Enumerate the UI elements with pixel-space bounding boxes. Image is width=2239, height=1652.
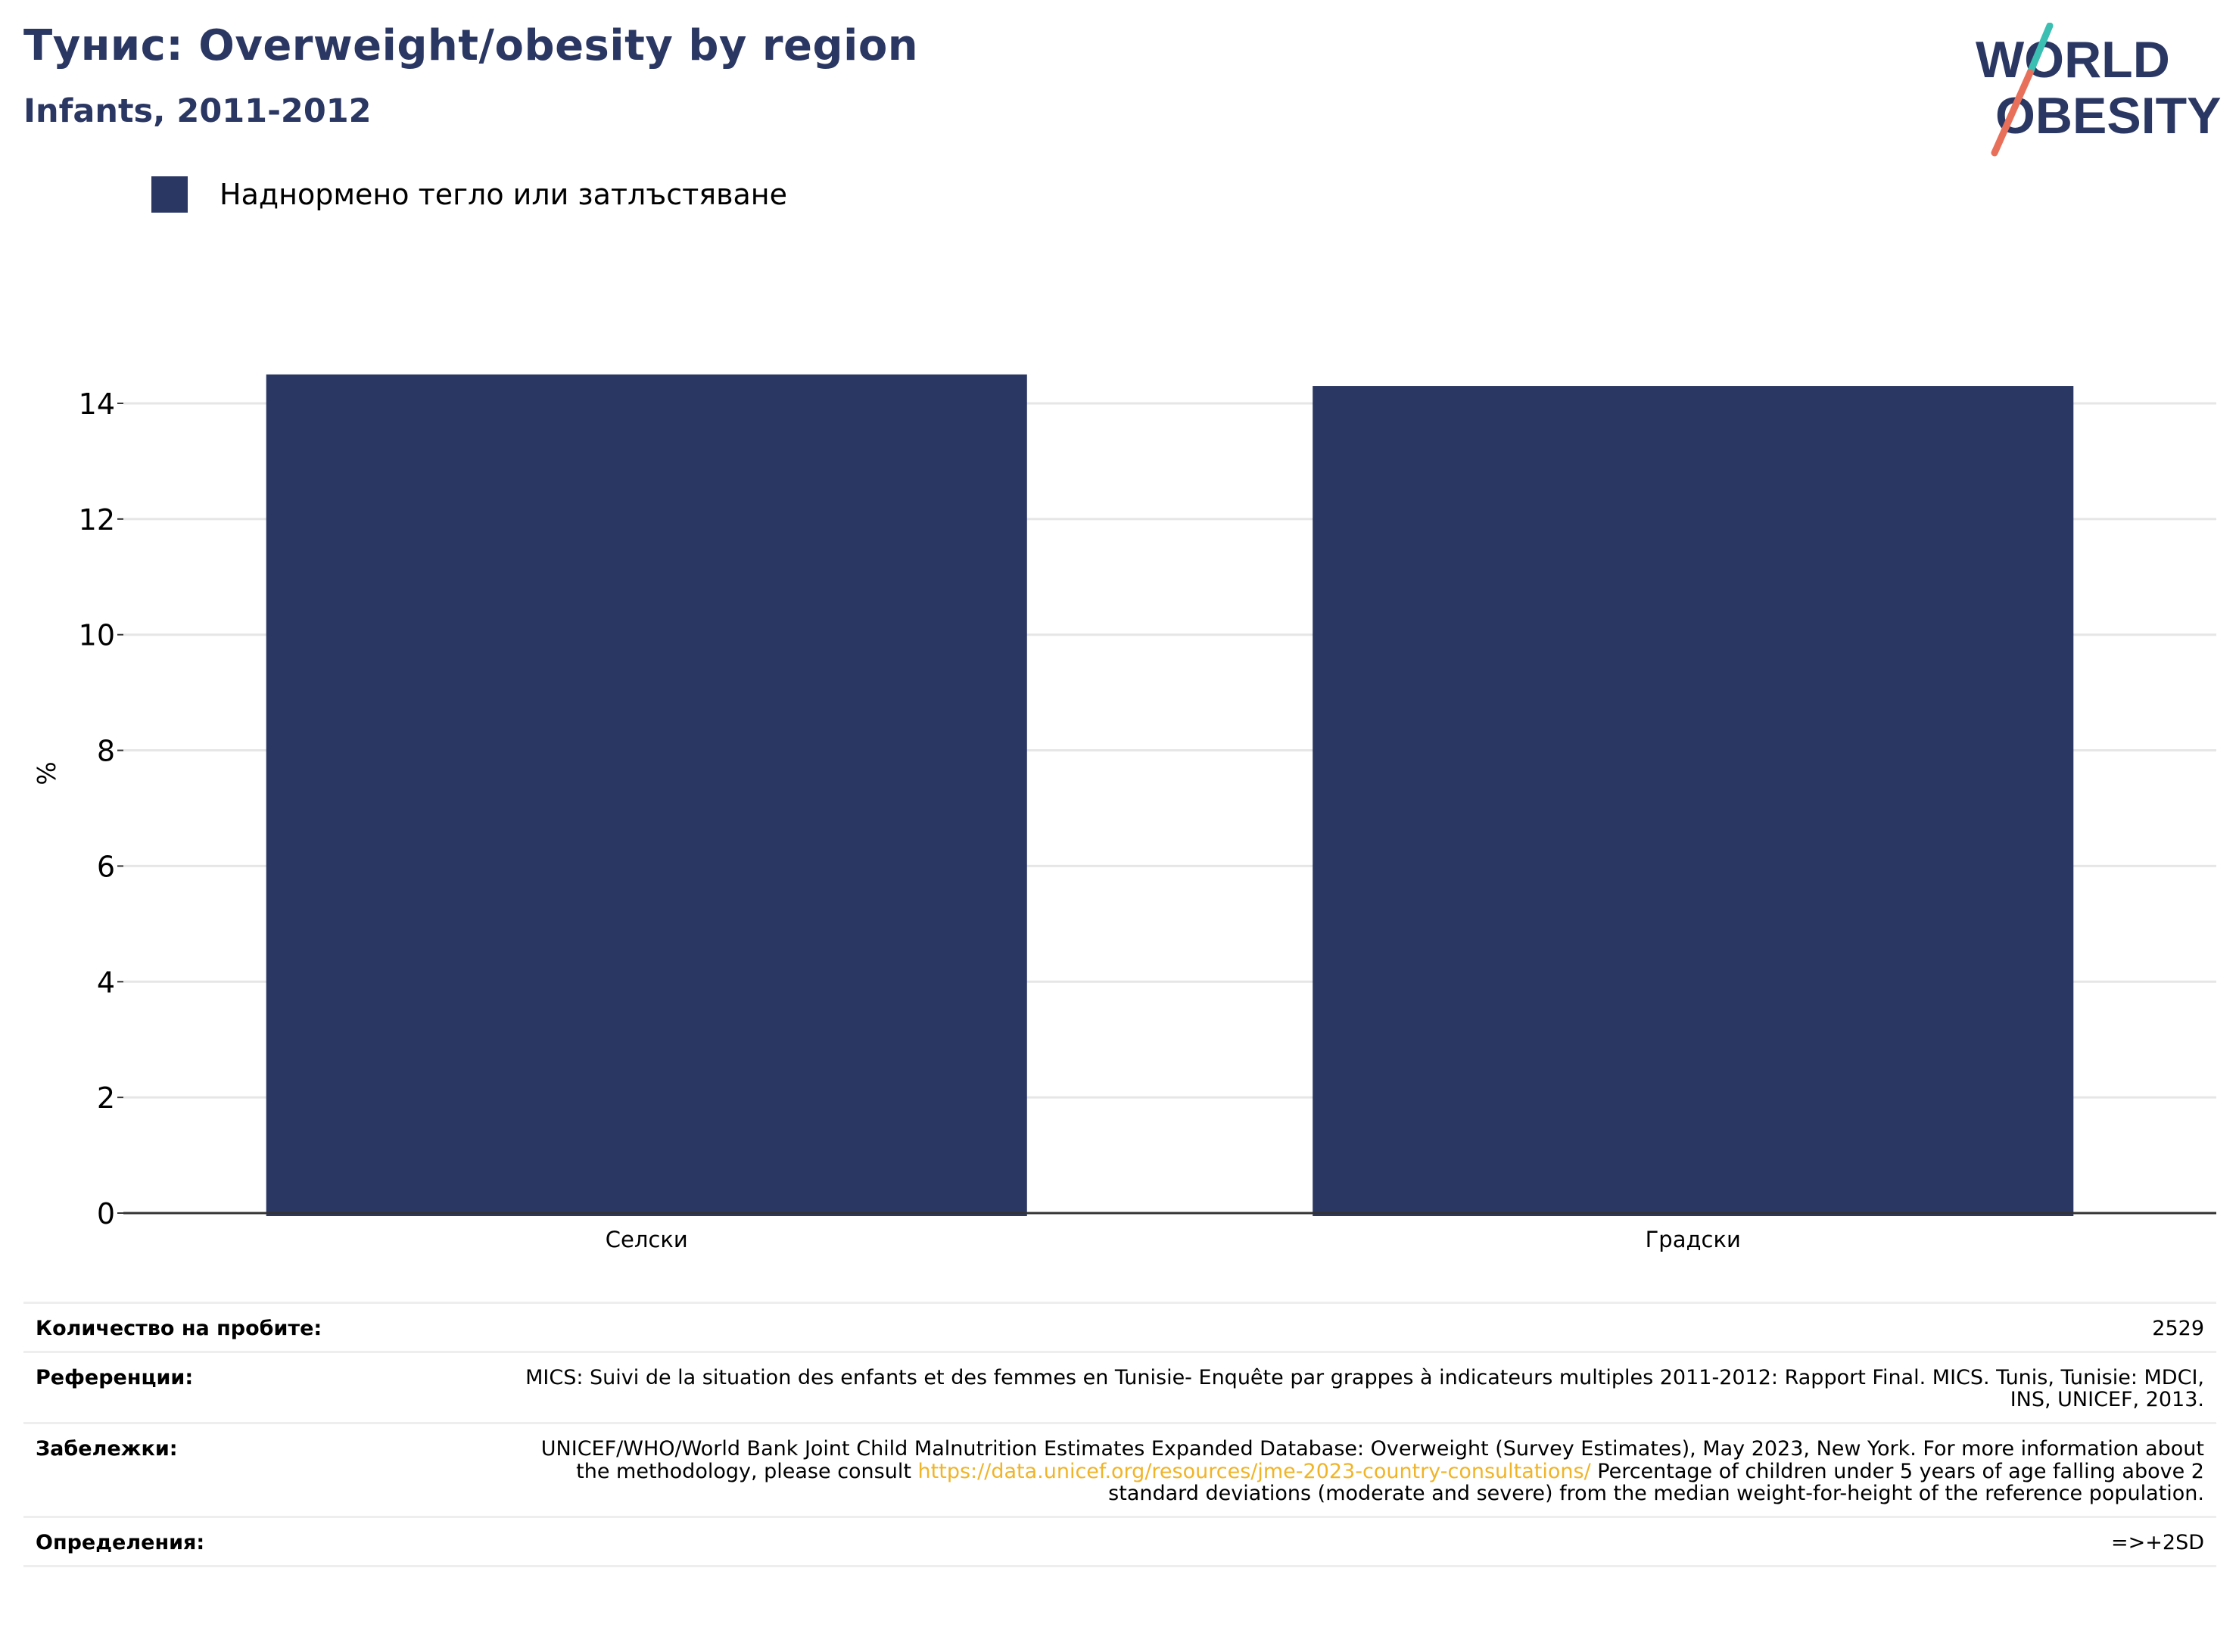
bar-chart: 0 2 4 6 8 10 12 14 Селски Градски% [32, 374, 2216, 1252]
legend[interactable]: Наднормено тегло или затлъстяване [151, 176, 787, 213]
y-axis-label: % [32, 761, 61, 785]
remarks-value: UNICEF/WHO/World Bank Joint Child Malnut… [502, 1422, 2216, 1517]
sample-value: 2529 [502, 1302, 2216, 1352]
y-tick-label: 12 [79, 503, 115, 537]
y-tick-label: 4 [97, 966, 115, 999]
notes-row-sample: Количество на пробите: 2529 [23, 1302, 2216, 1352]
legend-label: Наднормено тегло или затлъстяване [220, 178, 787, 211]
remarks-label: Забележки: [23, 1422, 502, 1517]
y-tick-label: 14 [79, 387, 115, 421]
y-tick-label: 6 [97, 850, 115, 883]
logo-word-world: WORLD [1976, 31, 2170, 89]
chart-subtitle: Infants, 2011-2012 [23, 92, 372, 130]
world-obesity-logo: WORLD OBESITY [1976, 23, 2222, 157]
notes-row-remarks: Забележки: UNICEF/WHO/World Bank Joint C… [23, 1422, 2216, 1517]
notes-row-definitions: Определения: =>+2SD [23, 1516, 2216, 1567]
remarks-text-post: Percentage of children under 5 years of … [1108, 1459, 2204, 1506]
y-tick-label: 10 [79, 619, 115, 652]
legend-swatch [151, 176, 188, 213]
chart-title: Тунис: Overweight/obesity by region [23, 21, 919, 70]
x-tick-label: Градски [1646, 1227, 1741, 1252]
remarks-text-pre: UNICEF/WHO/World Bank Joint Child Malnut… [540, 1437, 2204, 1483]
bar [1313, 386, 2074, 1216]
logo-slash-coral [1991, 69, 2034, 157]
methodology-link[interactable]: https://data.unicef.org/resources/jme-20… [917, 1459, 1591, 1483]
x-tick-label: Селски [606, 1227, 688, 1252]
references-value: MICS: Suivi de la situation des enfants … [502, 1350, 2216, 1423]
logo-word-obesity: OBESITY [1995, 87, 2222, 145]
y-tick-label: 8 [97, 735, 115, 768]
y-tick-label: 0 [97, 1197, 115, 1230]
references-label: Референции: [23, 1350, 502, 1423]
notes-row-references: Референции: MICS: Suivi de la situation … [23, 1350, 2216, 1423]
y-tick-label: 2 [97, 1081, 115, 1115]
definitions-value: =>+2SD [502, 1516, 2216, 1567]
logo-slash-teal [2026, 23, 2054, 76]
definitions-label: Определения: [23, 1516, 502, 1567]
bar [266, 374, 1027, 1216]
sample-label: Количество на пробите: [23, 1302, 502, 1352]
notes-table: Количество на пробите: 2529 Референции: … [23, 1302, 2216, 1567]
